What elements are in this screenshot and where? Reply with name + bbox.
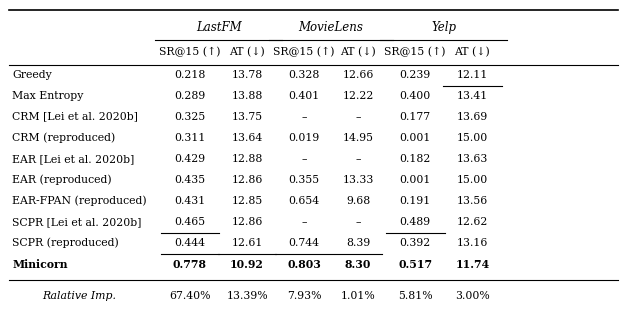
- Text: 3.00%: 3.00%: [455, 291, 490, 301]
- Text: 0.218: 0.218: [174, 70, 205, 80]
- Text: 0.355: 0.355: [289, 175, 320, 185]
- Text: 0.778: 0.778: [173, 259, 207, 270]
- Text: 5.81%: 5.81%: [398, 291, 433, 301]
- Text: 1.01%: 1.01%: [340, 291, 376, 301]
- Text: 0.311: 0.311: [174, 133, 205, 143]
- Text: 0.177: 0.177: [399, 112, 431, 122]
- Text: 13.88: 13.88: [231, 91, 263, 101]
- Text: SR@15 (↑): SR@15 (↑): [385, 46, 446, 57]
- Text: 12.11: 12.11: [456, 70, 488, 80]
- Text: 15.00: 15.00: [457, 175, 488, 185]
- Text: –: –: [301, 217, 307, 227]
- Text: 0.401: 0.401: [289, 91, 320, 101]
- Text: –: –: [355, 154, 361, 164]
- Text: 0.444: 0.444: [175, 238, 205, 248]
- Text: Ralative Imp.: Ralative Imp.: [42, 291, 116, 301]
- Text: 0.465: 0.465: [174, 217, 205, 227]
- Text: SCPR (reproduced): SCPR (reproduced): [12, 238, 119, 248]
- Text: 13.64: 13.64: [232, 133, 262, 143]
- Text: 12.22: 12.22: [342, 91, 374, 101]
- Text: 0.744: 0.744: [289, 238, 319, 248]
- Text: 0.803: 0.803: [287, 259, 321, 270]
- Text: LastFM: LastFM: [196, 21, 241, 34]
- Text: 67.40%: 67.40%: [169, 291, 211, 301]
- Text: 13.33: 13.33: [342, 175, 374, 185]
- Text: 0.239: 0.239: [399, 70, 431, 80]
- Text: EAR (reproduced): EAR (reproduced): [12, 175, 112, 185]
- Text: 12.62: 12.62: [456, 217, 488, 227]
- Text: –: –: [301, 112, 307, 122]
- Text: 12.86: 12.86: [231, 175, 263, 185]
- Text: 13.16: 13.16: [456, 238, 488, 248]
- Text: –: –: [301, 154, 307, 164]
- Text: 0.654: 0.654: [289, 196, 320, 206]
- Text: 13.39%: 13.39%: [226, 291, 268, 301]
- Text: EAR-FPAN (reproduced): EAR-FPAN (reproduced): [12, 196, 147, 206]
- Text: Yelp: Yelp: [431, 21, 456, 34]
- Text: AT (↓): AT (↓): [229, 46, 265, 57]
- Text: Greedy: Greedy: [12, 70, 52, 80]
- Text: 13.63: 13.63: [456, 154, 488, 164]
- Text: 7.93%: 7.93%: [287, 291, 321, 301]
- Text: 0.001: 0.001: [399, 133, 431, 143]
- Text: 12.86: 12.86: [231, 217, 263, 227]
- Text: 0.429: 0.429: [174, 154, 205, 164]
- Text: CRM [Lei et al. 2020b]: CRM [Lei et al. 2020b]: [12, 112, 138, 122]
- Text: Max Entropy: Max Entropy: [12, 91, 84, 101]
- Text: 0.328: 0.328: [289, 70, 320, 80]
- Text: 11.74: 11.74: [455, 259, 490, 270]
- Text: MovieLens: MovieLens: [299, 21, 364, 34]
- Text: 0.435: 0.435: [174, 175, 205, 185]
- Text: 10.92: 10.92: [230, 259, 264, 270]
- Text: 13.41: 13.41: [457, 91, 488, 101]
- Text: 13.56: 13.56: [457, 196, 488, 206]
- Text: AT (↓): AT (↓): [454, 46, 490, 57]
- Text: 12.66: 12.66: [342, 70, 374, 80]
- Text: SR@15 (↑): SR@15 (↑): [159, 46, 221, 57]
- Text: 8.30: 8.30: [345, 259, 371, 270]
- Text: 0.019: 0.019: [289, 133, 320, 143]
- Text: 0.325: 0.325: [174, 112, 205, 122]
- Text: 0.191: 0.191: [399, 196, 431, 206]
- Text: 0.431: 0.431: [174, 196, 205, 206]
- Text: 0.182: 0.182: [399, 154, 431, 164]
- Text: CRM (reproduced): CRM (reproduced): [12, 132, 116, 143]
- Text: 8.39: 8.39: [346, 238, 370, 248]
- Text: 12.88: 12.88: [231, 154, 263, 164]
- Text: 14.95: 14.95: [342, 133, 374, 143]
- Text: 12.85: 12.85: [232, 196, 262, 206]
- Text: Minicorn: Minicorn: [12, 259, 68, 270]
- Text: –: –: [355, 217, 361, 227]
- Text: 13.69: 13.69: [457, 112, 488, 122]
- Text: SR@15 (↑): SR@15 (↑): [273, 46, 335, 57]
- Text: 0.489: 0.489: [399, 217, 431, 227]
- Text: –: –: [355, 112, 361, 122]
- Text: 13.78: 13.78: [232, 70, 262, 80]
- Text: 0.392: 0.392: [399, 238, 431, 248]
- Text: 9.68: 9.68: [346, 196, 370, 206]
- Text: 0.400: 0.400: [399, 91, 431, 101]
- Text: AT (↓): AT (↓): [340, 46, 376, 57]
- Text: 13.75: 13.75: [232, 112, 262, 122]
- Text: EAR [Lei et al. 2020b]: EAR [Lei et al. 2020b]: [12, 154, 134, 164]
- Text: 12.61: 12.61: [231, 238, 263, 248]
- Text: 15.00: 15.00: [457, 133, 488, 143]
- Text: 0.517: 0.517: [398, 259, 432, 270]
- Text: SCPR [Lei et al. 2020b]: SCPR [Lei et al. 2020b]: [12, 217, 141, 227]
- Text: 0.289: 0.289: [174, 91, 205, 101]
- Text: 0.001: 0.001: [399, 175, 431, 185]
